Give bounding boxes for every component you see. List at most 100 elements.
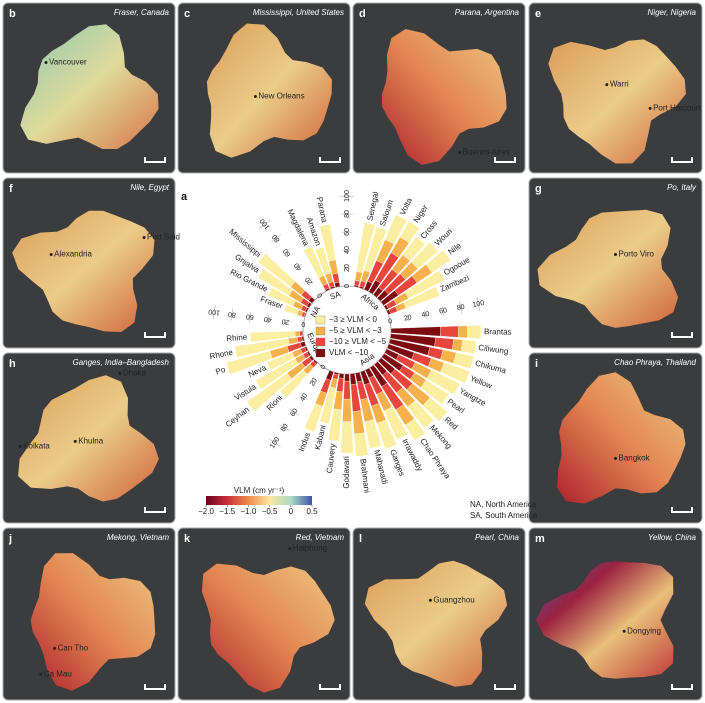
radial-gridline [424, 310, 427, 319]
bar-segment [299, 330, 303, 337]
place-label: Vancouver [49, 58, 87, 67]
bar-segment [452, 338, 463, 352]
bar-segment [402, 236, 426, 262]
scale-bar [671, 684, 693, 690]
colorbar-tick-label: 0.5 [306, 507, 318, 516]
bar-segment [434, 337, 454, 350]
category-label: Rhine [226, 333, 248, 344]
radial-tick-label: 100 [344, 190, 351, 202]
radial-gridline [294, 264, 302, 270]
place-marker [428, 598, 432, 602]
radial-tick-label: 100 [259, 217, 272, 231]
category-label: Volta [398, 196, 414, 216]
radial-gridline [213, 305, 216, 320]
delta-vlm-map [201, 563, 335, 693]
radial-tick-label: 100 [208, 307, 221, 316]
colorbar-tick-label: 0 [289, 507, 294, 516]
category-label: Ciliwung [478, 343, 509, 356]
radial-tick-label: 40 [299, 392, 309, 402]
bar-segment [284, 304, 300, 316]
bar-segment [383, 406, 409, 440]
map-panel: m Yellow, China Dongying [528, 527, 703, 701]
bar-segment [453, 352, 474, 370]
delta-vlm-map [557, 372, 686, 504]
radial-gridline [321, 365, 326, 369]
category-label: Niger [412, 203, 430, 224]
panel-label: a [181, 191, 188, 203]
bar-segment [427, 346, 444, 360]
scale-bar [144, 507, 166, 513]
radial-tick-label: 20 [344, 264, 351, 272]
radial-tick-label: 0 [301, 320, 306, 327]
place-label: New Orleans [258, 92, 304, 101]
panel-caption: Parana, Argentina [455, 8, 520, 17]
bar-segment [249, 331, 296, 343]
radial-tick-label: 80 [228, 310, 237, 318]
place-label: Dongying [627, 626, 661, 635]
panel-caption: Niger, Nigeria [648, 8, 697, 17]
place-label: Can Tho [58, 644, 89, 653]
radial-gridline [302, 321, 305, 327]
panel-letter: k [184, 533, 191, 545]
map-panel: b Fraser, Canada Vancouver [2, 2, 176, 174]
panel-letter: m [535, 533, 545, 545]
place-label: Guangzhou [433, 595, 474, 604]
map-panel: d Parana, Argentina Buenos Aires [352, 2, 526, 174]
place-label: Bangkok [619, 454, 651, 463]
map-panel: l Pearl, China Guangzhou [352, 527, 526, 701]
radial-tick-label: 60 [282, 247, 292, 258]
bar-segment [422, 397, 448, 422]
place-marker [253, 95, 257, 98]
bar-segment [376, 419, 397, 450]
radial-gridline [267, 315, 269, 324]
place-marker [614, 456, 617, 460]
bar-segment [458, 325, 468, 339]
bar-segment [226, 350, 273, 375]
delta-vlm-map [20, 24, 159, 149]
panel-letter: g [535, 183, 542, 195]
legend-swatch [315, 337, 326, 347]
bar-segment [304, 403, 323, 433]
radial-tick-label: 20 [309, 377, 319, 387]
map-panel: i Chao Phraya, Thailand Bangkok [528, 352, 703, 524]
bar-segment [426, 369, 461, 395]
bar-segment [258, 253, 296, 288]
radial-gridline [306, 278, 312, 284]
category-label: Red [443, 415, 460, 432]
place-label: Porto Viro [619, 250, 655, 259]
bar-segment [294, 331, 300, 337]
place-label: Haiphong [293, 544, 327, 553]
bar-segment [407, 400, 435, 429]
place-marker [44, 61, 48, 64]
panel-letter: j [8, 533, 12, 545]
delta-vlm-map [18, 375, 159, 502]
radial-tick-label: 80 [280, 423, 290, 433]
panel-letter: f [9, 183, 13, 195]
delta-vlm-map [381, 29, 507, 165]
panel-letter: b [9, 8, 16, 20]
colorbar-tick-label: −0.5 [262, 507, 278, 516]
category-label: Mississippi [227, 227, 262, 259]
panel-caption: Yellow, China [648, 533, 697, 542]
place-marker [605, 83, 609, 87]
category-label: Wouri [433, 227, 454, 248]
category-label: Chikuma [474, 359, 507, 376]
category-label: Parana [315, 196, 329, 224]
panel-caption: Po, Italy [667, 183, 697, 192]
radial-tick-label: 60 [439, 307, 448, 315]
scale-bar [319, 684, 341, 690]
colorbar-tick-label: −1.0 [241, 507, 257, 516]
radial-tick-label: 80 [344, 210, 351, 218]
scale-bar [671, 332, 693, 338]
radial-gridline [268, 438, 281, 447]
note: SA, South America [470, 511, 538, 520]
bar-segment [257, 268, 293, 296]
category-label: Mahanadi [372, 449, 389, 485]
radial-tick-label: 0 [388, 318, 393, 326]
category-label: Godavari [342, 456, 351, 489]
place-label: Port Said [147, 233, 180, 242]
panel-caption: Ganges, India–Bangladesh [72, 358, 169, 367]
panel-caption: Fraser, Canada [114, 8, 170, 17]
scale-bar [319, 157, 341, 163]
bar-segment [420, 379, 450, 405]
